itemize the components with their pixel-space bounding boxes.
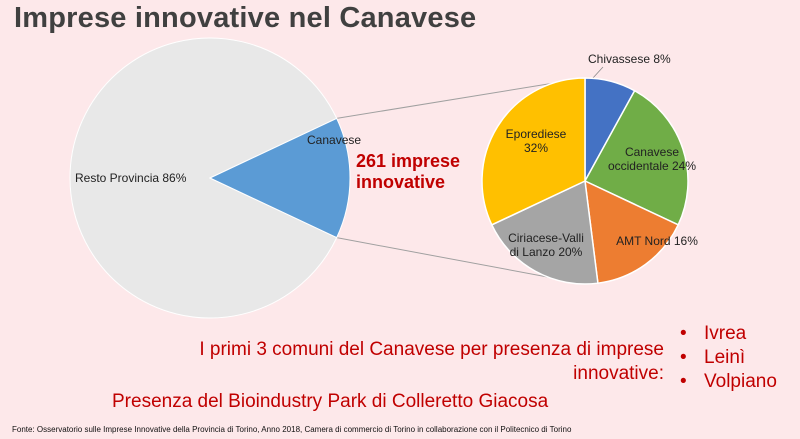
breakdown-pie-chart — [481, 77, 689, 285]
connector-line-top — [336, 77, 586, 119]
pie-slice-amt-nord — [584, 179, 680, 285]
top-comuni-caption: I primi 3 comuni del Canavese per presen… — [199, 338, 664, 386]
pie-slice-eporediese — [481, 77, 586, 226]
pie-label-chivassese: Chivassese 8% — [588, 52, 671, 66]
bioindustry-note: Presenza del Bioindustry Park di Collere… — [112, 391, 549, 412]
comune-item: Leinì — [680, 346, 777, 370]
pie-label-amt-nord: AMT Nord 16% — [616, 234, 698, 248]
pie-slice-canavese-occidentale — [583, 89, 689, 226]
page-title: Imprese innovative nel Canavese — [14, 2, 477, 34]
pie-labels: Resto Provincia 86% Canavese Chivassese 8%… — [75, 52, 698, 259]
pie-label-ciriacese-valli-di-lanzo: Ciriacese-Valli di Lanzo 20% — [508, 231, 584, 259]
source-note: Fonte: Osservatorio sulle Imprese Innova… — [12, 425, 572, 434]
pie-label-canavese: Canavese — [307, 133, 361, 147]
comune-item: Ivrea — [680, 322, 777, 346]
pie-slice-ciriacese-valli-di-lanzo — [490, 179, 599, 285]
pie-label-eporediese: Eporediese 32% — [506, 127, 567, 155]
top-comuni-list: Ivrea Leinì Volpiano — [680, 322, 777, 394]
leader-line-chivassese — [591, 66, 604, 80]
top-comuni-caption-line1: I primi 3 comuni del Canavese per presen… — [199, 339, 664, 360]
top-comuni-caption-line2: innovative: — [573, 363, 664, 384]
comune-item: Volpiano — [680, 370, 777, 394]
pie-slice-resto-provincia — [69, 37, 338, 319]
innovative-count-label: 261 imprese innovative — [356, 151, 461, 192]
pie-label-canavese-occidentale: Canavese occidentale 24% — [608, 145, 696, 173]
pie-label-resto-provincia: Resto Provincia 86% — [75, 171, 187, 185]
pie-slice-canavese — [208, 117, 351, 239]
main-pie-chart — [69, 37, 351, 319]
connector-lines — [336, 66, 604, 285]
connector-line-bottom — [336, 237, 586, 285]
